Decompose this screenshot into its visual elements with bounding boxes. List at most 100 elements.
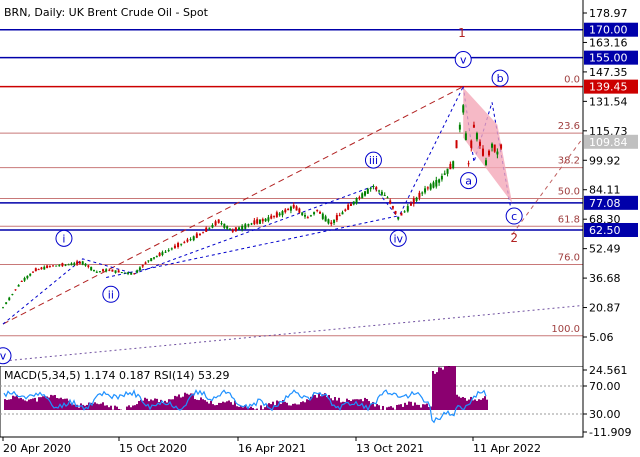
candle-body [281, 211, 284, 216]
macd-bar [390, 406, 392, 410]
candle-body [58, 265, 61, 267]
candle-body [301, 212, 304, 216]
macd-bar [30, 399, 32, 410]
trend-line-wave-1 [2, 86, 464, 325]
candle-body [217, 219, 220, 223]
wave-label-ii: ii [108, 288, 114, 301]
price-tick-label: 163.16 [589, 36, 628, 49]
wave-label-i: i [62, 232, 65, 245]
macd-bar [396, 404, 398, 410]
level-label-box [584, 195, 638, 210]
candle-body [267, 217, 270, 221]
candle-body [321, 213, 324, 219]
wave-label-ii-circle [102, 285, 120, 303]
macd-bar [20, 397, 22, 410]
candle-body [440, 175, 443, 180]
candle-body [158, 252, 161, 256]
chart-title: BRN, Daily: UK Brent Crude Oil - Spot [4, 6, 209, 19]
macd-bar [242, 407, 244, 410]
candle-body [76, 261, 79, 265]
fib-label: 0.0 [564, 75, 580, 86]
indicator-tick-label: 24.561 [589, 366, 628, 377]
candle-body [34, 268, 37, 272]
candle-body [364, 191, 367, 196]
candle-body [147, 260, 150, 262]
macd-bar [66, 398, 68, 410]
fib-label: 100.0 [551, 324, 580, 335]
candle-body [380, 191, 383, 195]
candle-body [127, 272, 130, 274]
candle-body [344, 209, 347, 211]
candle-body [170, 248, 173, 250]
macd-bar [56, 397, 58, 410]
candle-body [324, 216, 327, 222]
candle-body [449, 163, 452, 170]
macd-bar [286, 402, 288, 410]
macd-bar [426, 403, 428, 410]
candle-body [111, 269, 114, 272]
indicator-label: MACD(5,34,5) 1.174 0.187 RSI(14) 53.29 [4, 369, 229, 382]
macd-bar [10, 399, 12, 410]
macd-bar [252, 407, 254, 410]
wave-label-origin-circle [0, 347, 12, 365]
fib-label: 61.8 [558, 214, 580, 225]
macd-bar [428, 406, 430, 410]
candle-body [458, 124, 461, 130]
macd-bar [150, 399, 152, 410]
candle-body [412, 198, 415, 204]
macd-bar [136, 404, 138, 410]
candle-body [98, 271, 101, 273]
candle-body [220, 223, 223, 225]
macd-bar [478, 399, 480, 410]
candle-body [105, 269, 108, 272]
macd-bar [456, 394, 458, 410]
macd-bar [310, 396, 312, 410]
wave-label-a: a [465, 175, 472, 188]
macd-bar [214, 405, 216, 410]
candle-body [455, 140, 458, 149]
macd-bar [206, 401, 208, 410]
candle-body [256, 219, 259, 224]
candle-body [264, 218, 267, 222]
macd-bar [448, 366, 450, 410]
candle-body [462, 105, 465, 113]
candle-body [195, 233, 198, 238]
macd-bar [344, 401, 346, 410]
macd-bar [328, 394, 330, 410]
macd-bar [280, 403, 282, 410]
macd-bar [240, 405, 242, 410]
candle-body [228, 228, 231, 231]
macd-bar [162, 402, 164, 410]
candle-body [295, 206, 298, 211]
fib-label: 76.0 [558, 252, 580, 263]
macd-bar [54, 394, 56, 410]
price-tick-label: 131.54 [589, 95, 628, 108]
macd-bar [298, 404, 300, 410]
candle-body [52, 265, 55, 267]
candle-body [152, 257, 155, 259]
candle-body [55, 265, 58, 267]
macd-bar [446, 366, 448, 410]
macd-bar [182, 396, 184, 410]
macd-bar [308, 399, 310, 410]
macd-bar [222, 401, 224, 410]
level-label: 77.08 [589, 197, 621, 210]
wave-label-origin: v [0, 350, 7, 363]
candle-body [117, 270, 120, 273]
macd-bar [436, 372, 438, 410]
candle-body [43, 266, 46, 270]
candle-body [327, 219, 330, 224]
macd-bar [134, 405, 136, 410]
candle-body [81, 261, 84, 265]
macd-bar [70, 403, 72, 410]
macd-bar [24, 400, 26, 410]
candle-body [467, 163, 470, 165]
macd-bar [46, 396, 48, 410]
macd-bar [392, 407, 394, 410]
candle-body [173, 245, 176, 248]
wave-label-b-circle [491, 69, 509, 87]
macd-bar [282, 400, 284, 410]
indicator-panel[interactable]: MACD(5,34,5) 1.174 0.187 RSI(14) 53.29 2… [0, 366, 640, 457]
